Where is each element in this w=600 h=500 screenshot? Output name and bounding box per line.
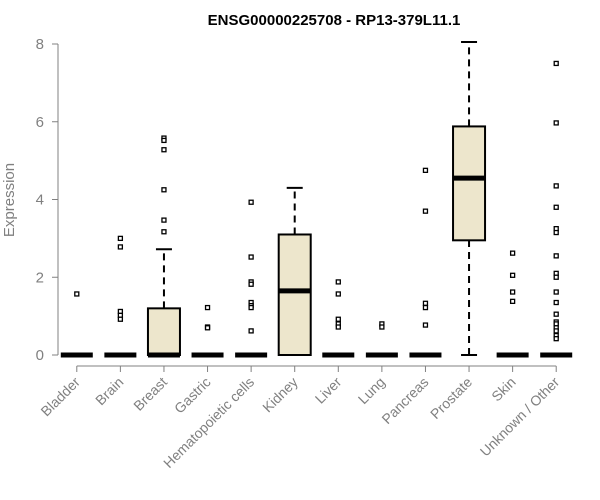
box-rect — [277, 233, 312, 356]
outlier-point — [161, 187, 167, 193]
outlier-point — [248, 281, 254, 287]
box-skin — [496, 250, 529, 358]
box-lung — [365, 321, 398, 358]
outlier-point — [422, 300, 429, 306]
outlier-point — [509, 250, 516, 256]
x-tick-label: Bladder — [37, 374, 83, 420]
outlier-point — [553, 289, 559, 295]
outlier-point — [74, 291, 80, 297]
x-tick-label: Skin — [488, 374, 519, 405]
outlier-point — [553, 299, 559, 306]
x-tick-label: Unknown / Other — [477, 374, 563, 460]
box-prostate — [452, 41, 487, 356]
box-rect — [146, 307, 181, 357]
y-tick-label: 2 — [36, 269, 44, 286]
outlier-point — [248, 328, 254, 334]
outlier-point — [553, 336, 559, 342]
outlier-point — [553, 120, 559, 126]
outlier-point — [161, 229, 167, 235]
outlier-point — [553, 253, 559, 259]
box-rect — [452, 125, 487, 242]
outlier-point — [335, 279, 341, 285]
x-tick-label: Breast — [130, 374, 170, 414]
x-tick-label: Gastric — [171, 374, 214, 417]
x-tick-label: Kidney — [259, 374, 301, 416]
boxes — [60, 41, 573, 358]
x-tick-label: Brain — [92, 374, 126, 408]
x-tick-label: Liver — [312, 374, 345, 407]
y-tick-label: 4 — [36, 192, 44, 209]
outlier-point — [117, 316, 124, 322]
outlier-point — [553, 229, 559, 236]
box-liver — [322, 279, 355, 358]
box-kidney — [277, 186, 312, 356]
outlier-point — [248, 199, 254, 205]
outlier-point — [248, 254, 254, 260]
outlier-point — [117, 244, 124, 250]
outlier-point — [161, 137, 167, 144]
outlier-point — [335, 316, 341, 322]
x-tick-label: Prostate — [427, 374, 475, 422]
x-tick-label: Lung — [355, 374, 388, 407]
outlier-point — [161, 217, 167, 223]
outlier-point — [553, 311, 559, 317]
outlier-point — [422, 304, 429, 311]
outlier-point — [379, 324, 385, 330]
y-axis-label: Expression — [1, 163, 18, 237]
outlier-point — [509, 298, 516, 305]
outlier-point — [553, 274, 559, 280]
outlier-point — [117, 235, 124, 242]
outlier-point — [204, 304, 211, 311]
y-tick-label: 0 — [36, 347, 44, 364]
outlier-point — [422, 167, 429, 173]
outlier-point — [161, 147, 167, 153]
outlier-point — [509, 272, 516, 278]
outlier-point — [553, 183, 559, 189]
chart-title: ENSG00000225708 - RP13-379L11.1 — [208, 12, 461, 29]
box-pancreas — [409, 167, 442, 358]
outlier-point — [422, 208, 429, 214]
outlier-point — [248, 304, 254, 311]
box-bladder — [60, 291, 93, 358]
outlier-point — [422, 322, 429, 328]
box-breast — [146, 135, 181, 358]
y-tick-label: 8 — [36, 36, 44, 53]
box-gastric — [191, 304, 224, 358]
box-brain — [104, 235, 137, 358]
outlier-point — [553, 60, 559, 67]
box-hematopoietic-cells — [235, 199, 268, 358]
x-tick-label: Pancreas — [378, 374, 431, 427]
outlier-point — [335, 324, 341, 330]
outlier-point — [553, 204, 559, 210]
y-axis: 0 2 4 6 8 — [36, 36, 59, 364]
outlier-point — [553, 328, 559, 334]
box-unknown-other — [540, 60, 573, 358]
outlier-point — [335, 291, 341, 297]
outlier-point — [509, 289, 516, 295]
y-tick-label: 6 — [36, 114, 44, 131]
outlier-point — [204, 325, 211, 331]
